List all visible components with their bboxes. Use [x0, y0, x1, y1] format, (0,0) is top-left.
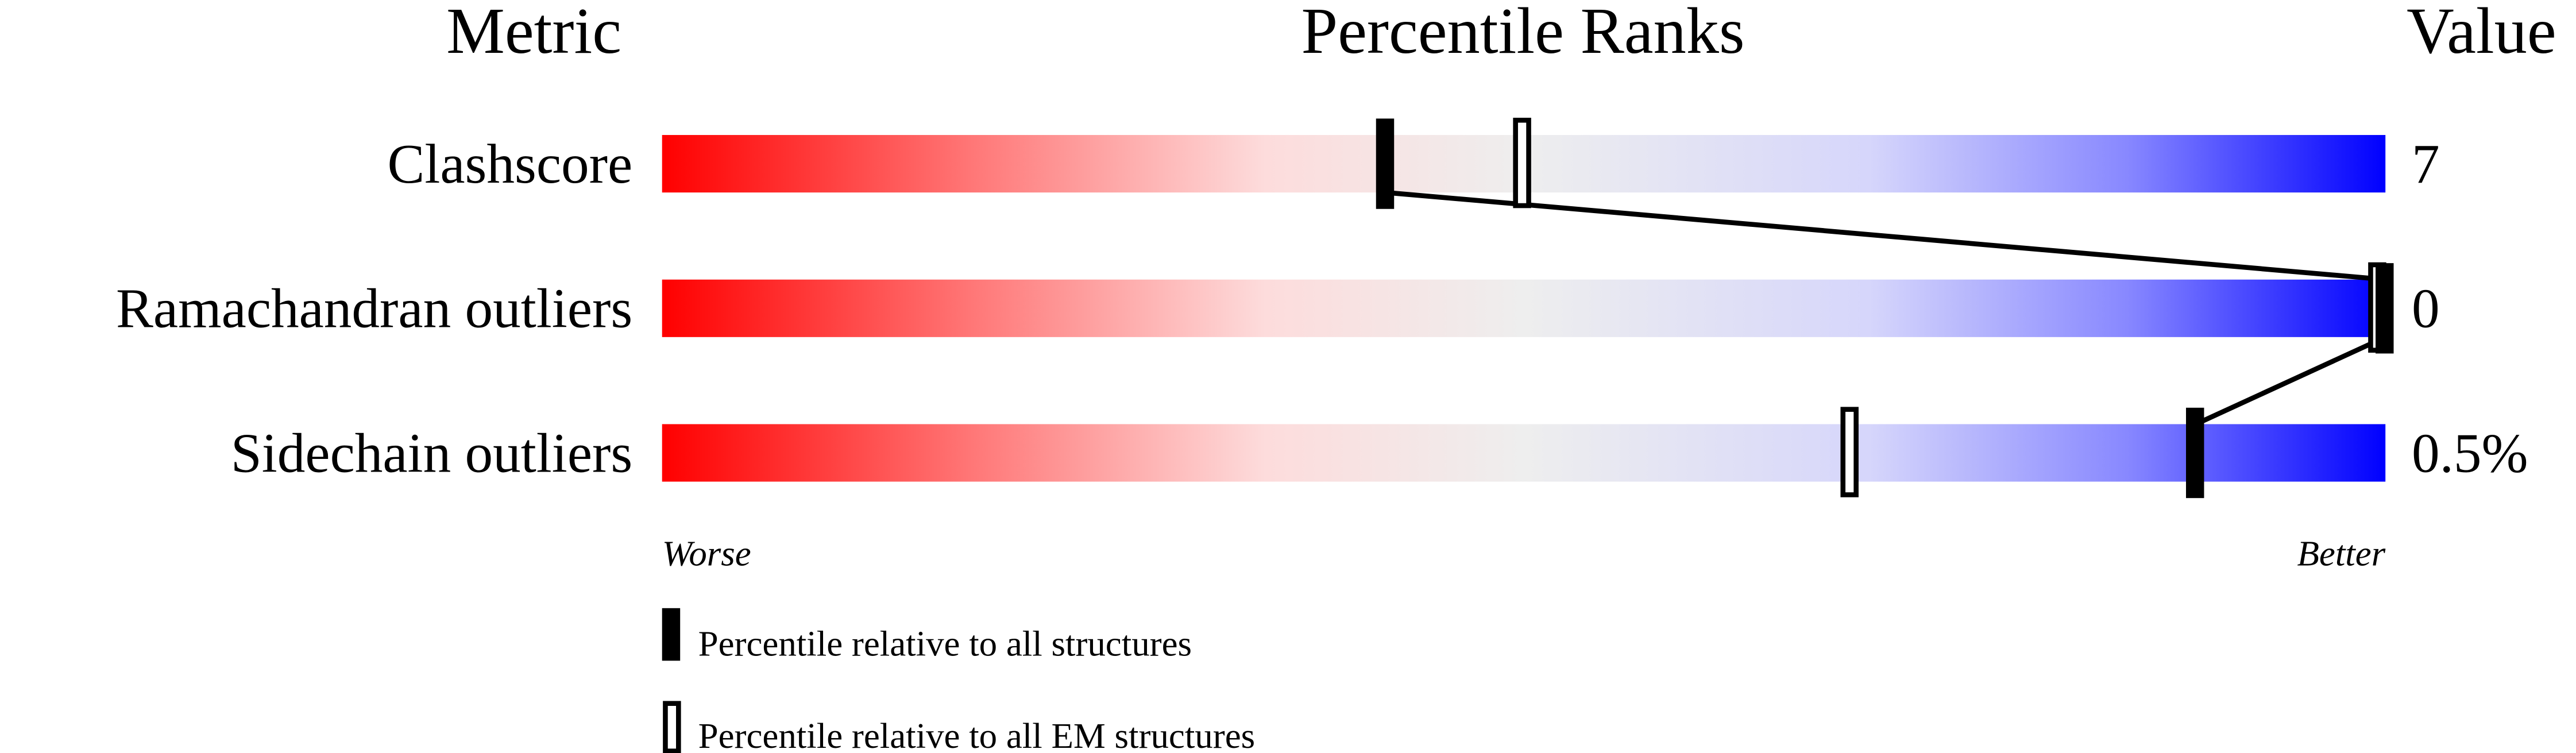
- percentile-connector-line: [2195, 334, 2386, 427]
- header-percentile-ranks: Percentile Ranks: [1301, 0, 1745, 67]
- percentile-bar: [662, 424, 2386, 482]
- all-percentile-marker: [2185, 407, 2204, 499]
- em-percentile-marker: [1840, 407, 1859, 497]
- legend-em-label: Percentile relative to all EM structures: [698, 716, 1255, 753]
- metric-label: Sidechain outliers: [231, 422, 633, 484]
- legend-em-marker: [663, 701, 681, 753]
- metric-label: Clashscore: [388, 133, 633, 195]
- percentile-bar: [662, 279, 2386, 337]
- percentile-connector-line: [1385, 190, 2386, 283]
- all-percentile-marker: [1376, 118, 1395, 209]
- header-metric: Metric: [446, 0, 621, 67]
- axis-better-label: Better: [2297, 533, 2385, 573]
- header-value: Value: [2407, 0, 2556, 67]
- metric-value: 0.5%: [2412, 422, 2528, 484]
- axis-worse-label: Worse: [662, 533, 751, 573]
- em-percentile-marker: [1513, 117, 1531, 208]
- all-percentile-marker: [2376, 263, 2394, 354]
- metric-value: 0: [2412, 278, 2440, 340]
- metric-label: Ramachandran outliers: [116, 278, 632, 340]
- legend-all-label: Percentile relative to all structures: [698, 624, 1192, 664]
- metric-value: 7: [2412, 133, 2440, 195]
- legend-all-marker: [662, 608, 681, 661]
